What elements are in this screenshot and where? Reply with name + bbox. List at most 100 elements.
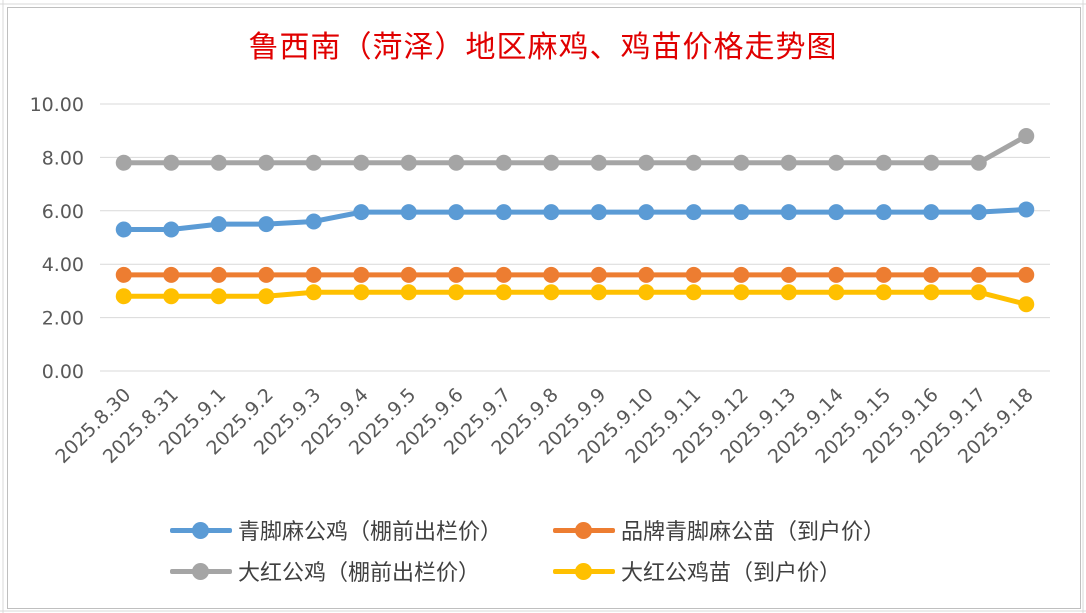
series-4 [115, 284, 1035, 313]
series-line [121, 133, 1029, 166]
data-point [305, 266, 322, 283]
data-point [115, 288, 132, 305]
data-point [685, 266, 702, 283]
data-point [448, 204, 465, 221]
y-tick-label: 4.00 [42, 254, 84, 276]
y-axis-ticks: 0.00 2.00 4.00 6.00 8.00 10.00 [30, 94, 84, 383]
chart-title: 鲁西南（菏泽）地区麻鸡、鸡苗价格走势图 [248, 30, 838, 65]
data-point [828, 284, 845, 301]
data-point [923, 266, 940, 283]
data-point [163, 266, 180, 283]
legend-marker-2 [575, 522, 592, 539]
legend-swatch-2 [553, 515, 615, 545]
data-point [258, 154, 275, 171]
data-point [590, 284, 607, 301]
y-tick-label: 6.00 [42, 201, 84, 223]
data-point [210, 266, 227, 283]
series-1 [115, 201, 1035, 238]
legend-label-2: 品牌青脚麻公苗（到户价） [621, 520, 886, 545]
data-point [828, 154, 845, 171]
legend-swatch-4 [553, 556, 615, 586]
data-point [1018, 266, 1035, 283]
data-point [970, 204, 987, 221]
series-layer [115, 128, 1035, 313]
data-point [1018, 128, 1035, 145]
data-point [258, 216, 275, 233]
data-point [543, 154, 560, 171]
legend-swatch-1 [170, 515, 232, 545]
y-tick-label: 2.00 [42, 308, 84, 330]
data-point [1018, 201, 1035, 218]
legend: 青脚麻公鸡（棚前出栏价） 品牌青脚麻公苗（到户价） 大红公鸡（棚前出栏价） 大红… [170, 512, 930, 592]
data-point [875, 154, 892, 171]
y-gridlines [100, 103, 1050, 372]
data-point [210, 216, 227, 233]
data-point [400, 204, 417, 221]
data-point [875, 204, 892, 221]
data-point [258, 266, 275, 283]
data-point [495, 204, 512, 221]
data-point [163, 221, 180, 238]
data-point [828, 266, 845, 283]
legend-label-3: 大红公鸡（棚前出栏价） [238, 561, 481, 586]
data-point [638, 154, 655, 171]
legend-marker-1 [192, 522, 209, 539]
data-point [353, 284, 370, 301]
data-point [733, 284, 750, 301]
data-point [543, 204, 560, 221]
data-point [638, 266, 655, 283]
chart-area[interactable] [7, 7, 1081, 609]
data-point [685, 284, 702, 301]
data-point [115, 221, 132, 238]
legend-marker-3 [192, 563, 209, 580]
y-tick-label: 0.00 [42, 361, 84, 383]
data-point [590, 204, 607, 221]
data-point [448, 266, 465, 283]
data-point [828, 204, 845, 221]
legend-item-1[interactable]: 青脚麻公鸡（棚前出栏价） [170, 515, 502, 545]
data-point [400, 284, 417, 301]
legend-item-2[interactable]: 品牌青脚麻公苗（到户价） [553, 515, 885, 545]
data-point [353, 154, 370, 171]
data-point [305, 213, 322, 230]
data-point [970, 154, 987, 171]
data-point [258, 288, 275, 305]
series-3 [115, 128, 1035, 171]
series-2 [115, 266, 1035, 283]
data-point [353, 204, 370, 221]
data-point [875, 266, 892, 283]
data-point [353, 266, 370, 283]
y-tick-label: 8.00 [42, 147, 84, 169]
data-point [210, 288, 227, 305]
data-point [590, 266, 607, 283]
data-point [305, 284, 322, 301]
data-point [923, 284, 940, 301]
data-point [780, 204, 797, 221]
data-point [780, 154, 797, 171]
data-point [448, 154, 465, 171]
data-point [495, 266, 512, 283]
data-point [733, 154, 750, 171]
legend-item-4[interactable]: 大红公鸡苗（到户价） [553, 556, 841, 586]
data-point [923, 204, 940, 221]
data-point [590, 154, 607, 171]
data-point [638, 284, 655, 301]
legend-item-3[interactable]: 大红公鸡（棚前出栏价） [170, 556, 480, 586]
data-point [495, 284, 512, 301]
data-point [305, 154, 322, 171]
data-point [400, 154, 417, 171]
data-point [970, 284, 987, 301]
legend-swatch-3 [170, 556, 232, 586]
data-point [780, 284, 797, 301]
data-point [875, 284, 892, 301]
data-point [970, 266, 987, 283]
data-point [115, 154, 132, 171]
data-point [543, 266, 560, 283]
data-point [400, 266, 417, 283]
legend-label-1: 青脚麻公鸡（棚前出栏价） [238, 520, 503, 545]
data-point [733, 266, 750, 283]
data-point [733, 204, 750, 221]
x-axis-ticks: 2025.8.302025.8.312025.9.12025.9.22025.9… [51, 384, 1037, 468]
